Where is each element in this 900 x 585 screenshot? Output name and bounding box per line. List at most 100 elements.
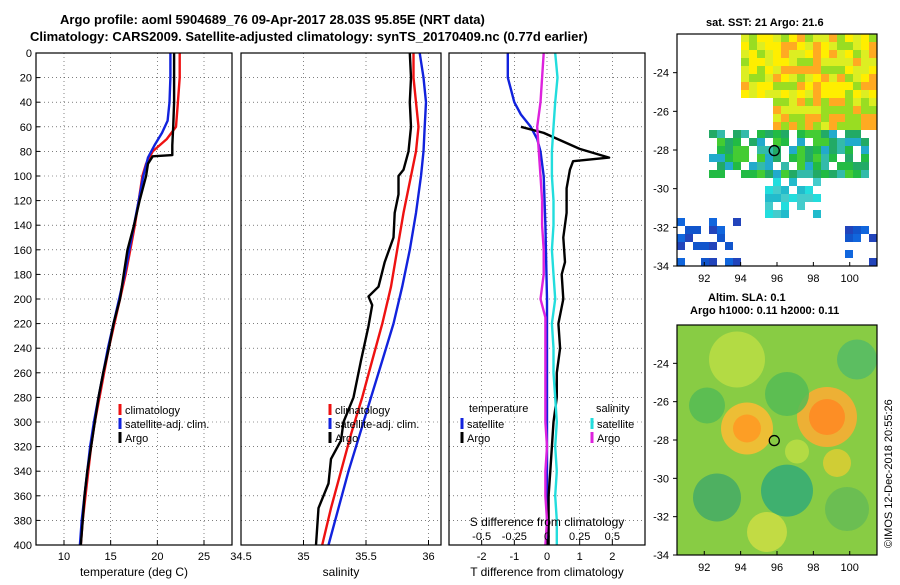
legend-label: Argo xyxy=(125,433,148,445)
map-cell xyxy=(797,186,805,194)
map-cell xyxy=(797,146,805,154)
map-cell xyxy=(845,162,853,170)
map-cell xyxy=(813,66,821,74)
map-cell xyxy=(765,210,773,218)
map-cell xyxy=(853,106,861,114)
map-cell xyxy=(845,66,853,74)
map-cell xyxy=(733,154,741,162)
map-cell xyxy=(757,154,765,162)
map-cell xyxy=(717,226,725,234)
y-tick-label: -26 xyxy=(653,397,669,409)
map-cell xyxy=(685,234,693,242)
map-cell xyxy=(797,202,805,210)
map-cell xyxy=(869,74,877,82)
panel-difference-from-climatology: -2 -1 0 1 2 T difference from climatology -0.5… xyxy=(448,52,646,579)
map-cell xyxy=(725,162,733,170)
map-cell xyxy=(821,42,829,50)
map-cell xyxy=(717,162,725,170)
map-cell xyxy=(845,74,853,82)
x-tick-label: 34.5 xyxy=(230,551,251,563)
map-cell xyxy=(797,50,805,58)
map-cell xyxy=(869,66,877,74)
map-cell xyxy=(829,66,837,74)
map-cell xyxy=(829,138,837,146)
y-tick-label: 220 xyxy=(14,319,32,331)
map-cell xyxy=(821,146,829,154)
map-cell xyxy=(829,42,837,50)
map-blob xyxy=(747,512,787,552)
map-cell xyxy=(813,130,821,138)
map-cell xyxy=(709,226,717,234)
map-cell xyxy=(781,98,789,106)
x-tick-label: 92 xyxy=(698,273,710,285)
map-cell xyxy=(861,58,869,66)
map-cell xyxy=(845,234,853,242)
map-cell xyxy=(821,106,829,114)
map-cell xyxy=(861,34,869,42)
sla-map-title-2: Argo h1000: 0.11 h2000: 0.11 xyxy=(690,305,839,317)
map-cell xyxy=(813,50,821,58)
map-cell xyxy=(853,226,861,234)
map-cell xyxy=(845,130,853,138)
map-cell xyxy=(805,194,813,202)
map-cell xyxy=(709,242,717,250)
map-cell xyxy=(749,50,757,58)
map-cell xyxy=(757,138,765,146)
map-cell xyxy=(797,122,805,130)
map-cell xyxy=(789,178,797,186)
map-cell xyxy=(797,66,805,74)
map-cell xyxy=(741,50,749,58)
map-blob xyxy=(837,339,877,380)
map-cell xyxy=(757,162,765,170)
map-cell xyxy=(829,114,837,122)
map-cell xyxy=(845,98,853,106)
top-x-tick-label: -0.25 xyxy=(502,531,527,543)
map-cell xyxy=(845,114,853,122)
map-cell xyxy=(773,130,781,138)
map-cell xyxy=(733,146,741,154)
map-cell xyxy=(805,106,813,114)
map-cell xyxy=(853,130,861,138)
map-cell xyxy=(757,34,765,42)
map-cell xyxy=(781,138,789,146)
map-cell xyxy=(853,114,861,122)
map-cell xyxy=(797,90,805,98)
map-cell xyxy=(845,226,853,234)
map-cell xyxy=(813,178,821,186)
y-tick-label: -28 xyxy=(653,145,669,157)
map-cell xyxy=(797,34,805,42)
map-cell xyxy=(813,82,821,90)
map-cell xyxy=(757,74,765,82)
map-cell xyxy=(869,98,877,106)
map-cell xyxy=(853,58,861,66)
map-cell xyxy=(805,42,813,50)
map-cell xyxy=(797,194,805,202)
map-cell xyxy=(693,242,701,250)
legend-title-temperature: temperature xyxy=(469,403,528,415)
map-cell xyxy=(781,106,789,114)
map-cell xyxy=(853,98,861,106)
map-cell xyxy=(789,114,797,122)
map-blob xyxy=(689,387,725,424)
map-cell xyxy=(773,90,781,98)
map-cell xyxy=(821,122,829,130)
panel-salinity: 34.5 35 35.5 36 salinity climatology satellite… xyxy=(230,52,442,579)
x-tick-label: -1 xyxy=(509,551,519,563)
map-cell xyxy=(741,90,749,98)
title-line-2: Climatology: CARS2009. Satellite-adjuste… xyxy=(30,29,588,44)
y-tick-label: -30 xyxy=(653,184,669,196)
map-cell xyxy=(741,66,749,74)
map-cell xyxy=(677,234,685,242)
map-cell xyxy=(781,162,789,170)
map-cell xyxy=(725,138,733,146)
legend-label: satellite-adj. clim. xyxy=(335,419,419,431)
map-cell xyxy=(853,90,861,98)
map-cell xyxy=(813,58,821,66)
y-tick-label: -30 xyxy=(653,473,669,485)
map-cell xyxy=(797,138,805,146)
map-cell xyxy=(821,162,829,170)
map-cell xyxy=(861,74,869,82)
map-cell xyxy=(805,50,813,58)
map-cell xyxy=(725,242,733,250)
map-cell xyxy=(805,90,813,98)
